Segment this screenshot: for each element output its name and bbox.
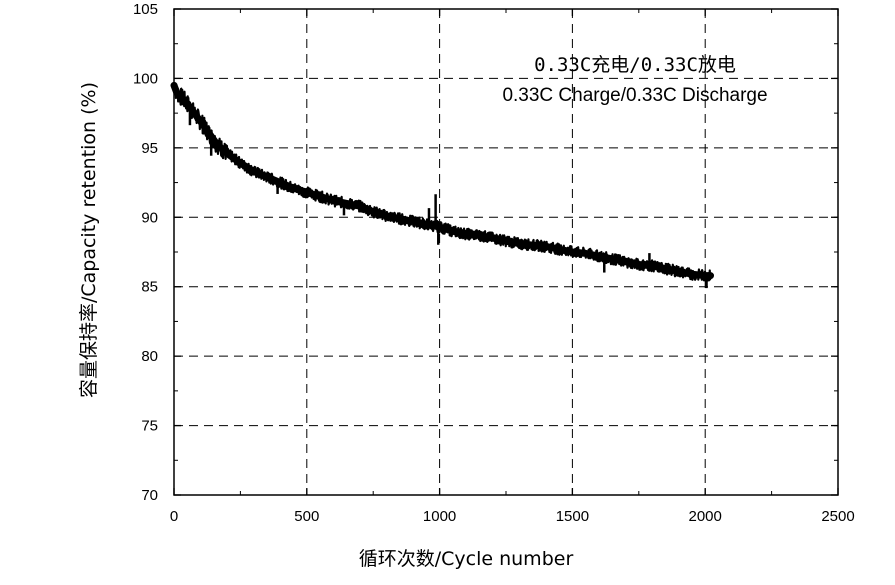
y-axis-title: 容量保持率/Capacity retention (%) — [78, 82, 100, 398]
y-tick-label: 75 — [141, 418, 158, 435]
y-tick-label: 105 — [133, 1, 158, 18]
plot-frame — [173, 8, 839, 496]
y-tick-label: 90 — [141, 209, 158, 226]
series-trend-line — [170, 81, 715, 280]
x-axis-title: 循环次数/Cycle number — [359, 548, 574, 570]
x-tick-label: 1500 — [556, 508, 589, 525]
grid-lines — [174, 9, 838, 495]
y-tick-label: 80 — [141, 348, 158, 365]
data-series — [170, 81, 715, 289]
x-tick-label: 2000 — [689, 508, 722, 525]
tick-labels: 0 500 1000 1500 2000 2500 70 75 80 85 90 95 100 105 — [133, 1, 855, 525]
series-line — [173, 83, 712, 283]
y-tick-label: 70 — [141, 487, 158, 504]
x-tick-label: 0 — [170, 508, 178, 525]
axis-ticks — [173, 8, 839, 496]
legend-line-cn: 0.33C充电/0.33C放电 — [534, 54, 736, 76]
y-tick-label: 100 — [133, 70, 158, 87]
y-tick-label: 85 — [141, 279, 158, 296]
legend-line-en: 0.33C Charge/0.33C Discharge — [502, 85, 767, 106]
x-tick-label: 2500 — [821, 508, 854, 525]
x-tick-label: 1000 — [423, 508, 456, 525]
x-tick-label: 500 — [294, 508, 319, 525]
legend: 0.33C充电/0.33C放电 0.33C Charge/0.33C Disch… — [502, 54, 767, 106]
y-tick-label: 95 — [141, 140, 158, 157]
